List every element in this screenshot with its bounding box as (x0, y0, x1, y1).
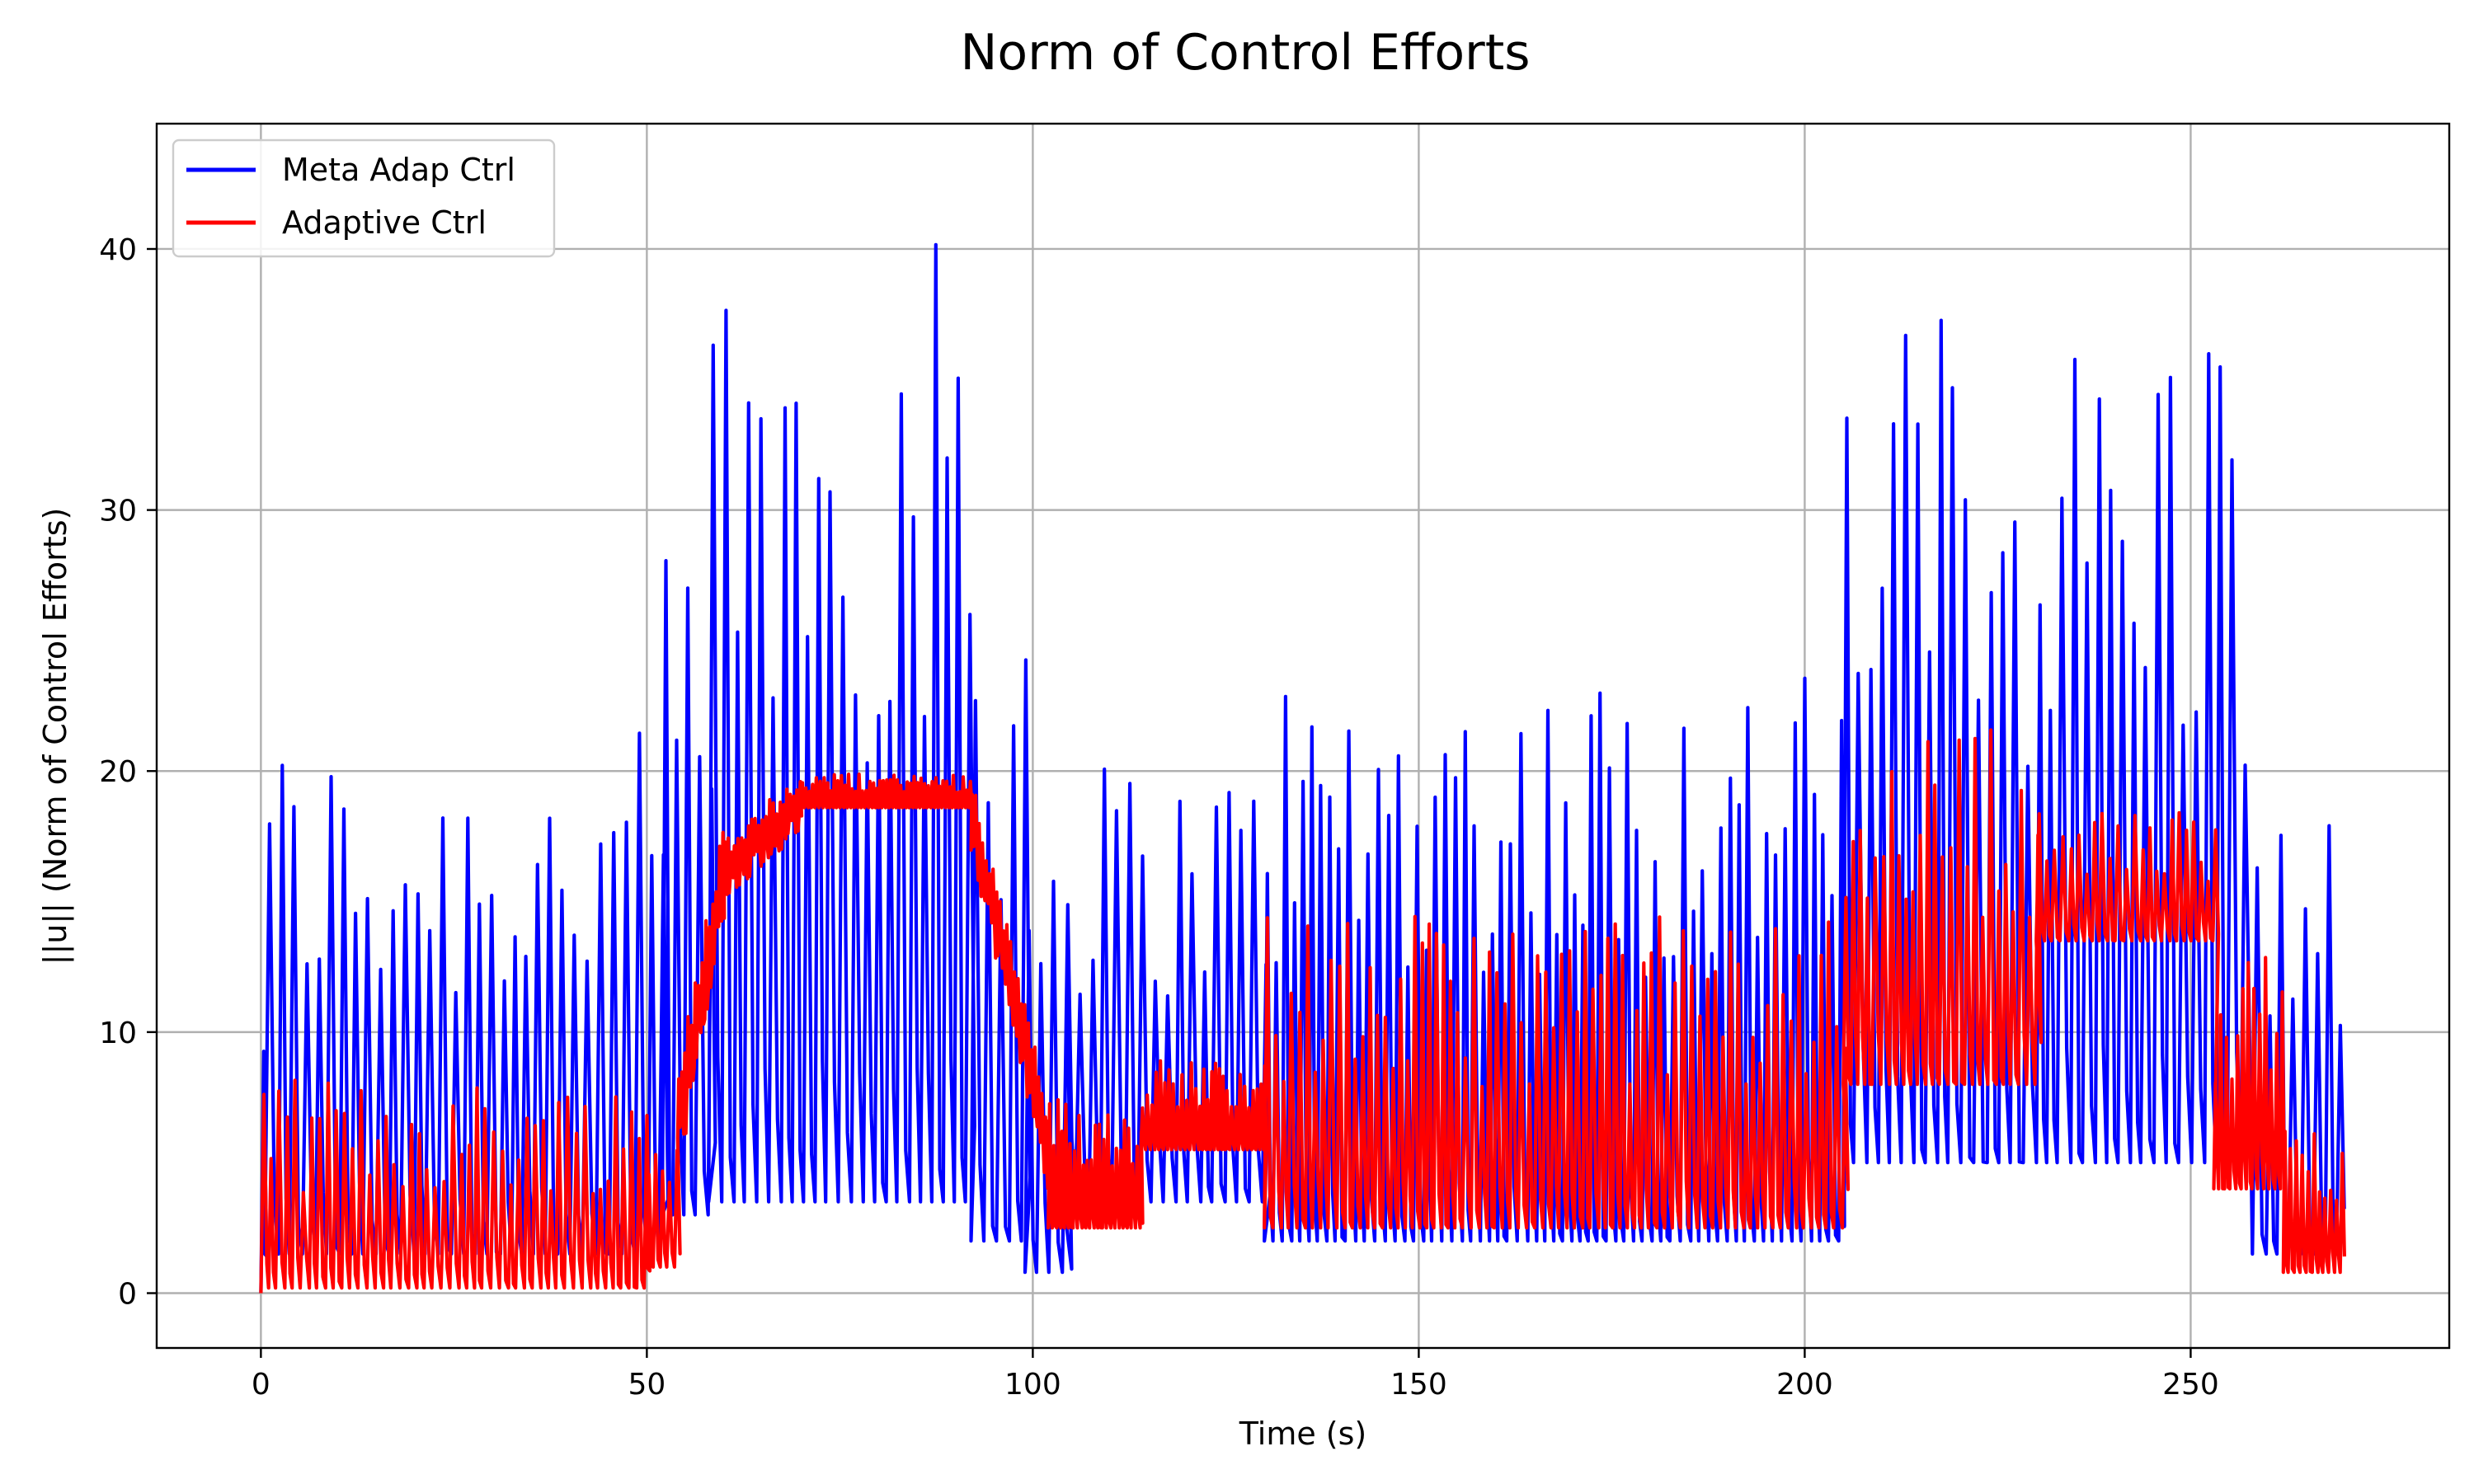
legend-label-meta-adap-ctrl: Meta Adap Ctrl (282, 152, 515, 188)
x-tick-label: 250 (2162, 1368, 2219, 1402)
x-axis-label: Time (s) (1239, 1416, 1367, 1452)
chart-title: Norm of Control Efforts (961, 24, 1531, 82)
x-tick-label: 50 (628, 1368, 666, 1402)
x-tick-label: 200 (1776, 1368, 1833, 1402)
y-tick-label: 10 (99, 1017, 137, 1050)
x-tick-label: 100 (1004, 1368, 1061, 1402)
x-tick-label: 0 (252, 1368, 270, 1402)
plot-frame (155, 122, 2451, 1350)
series-adaptive-ctrl-line (259, 728, 2346, 1294)
x-axis: 0 50 100 150 200 250 (252, 1348, 2219, 1402)
x-tick-label: 150 (1390, 1368, 1447, 1402)
y-axis: 0 10 20 30 40 (99, 233, 157, 1312)
y-tick-label: 0 (118, 1278, 137, 1312)
legend-label-adaptive-ctrl: Adaptive Ctrl (282, 204, 487, 241)
legend-box (172, 139, 556, 258)
series-meta-adap-ctrl-line (259, 242, 2346, 1294)
y-tick-label: 20 (99, 755, 137, 789)
legend: Meta Adap Ctrl Adaptive Ctrl (172, 139, 556, 258)
y-tick-label: 40 (99, 233, 137, 267)
y-tick-label: 30 (99, 495, 137, 528)
plot-area (259, 242, 2346, 1294)
y-axis-label: ||u|| (Norm of Control Efforts) (37, 508, 74, 965)
